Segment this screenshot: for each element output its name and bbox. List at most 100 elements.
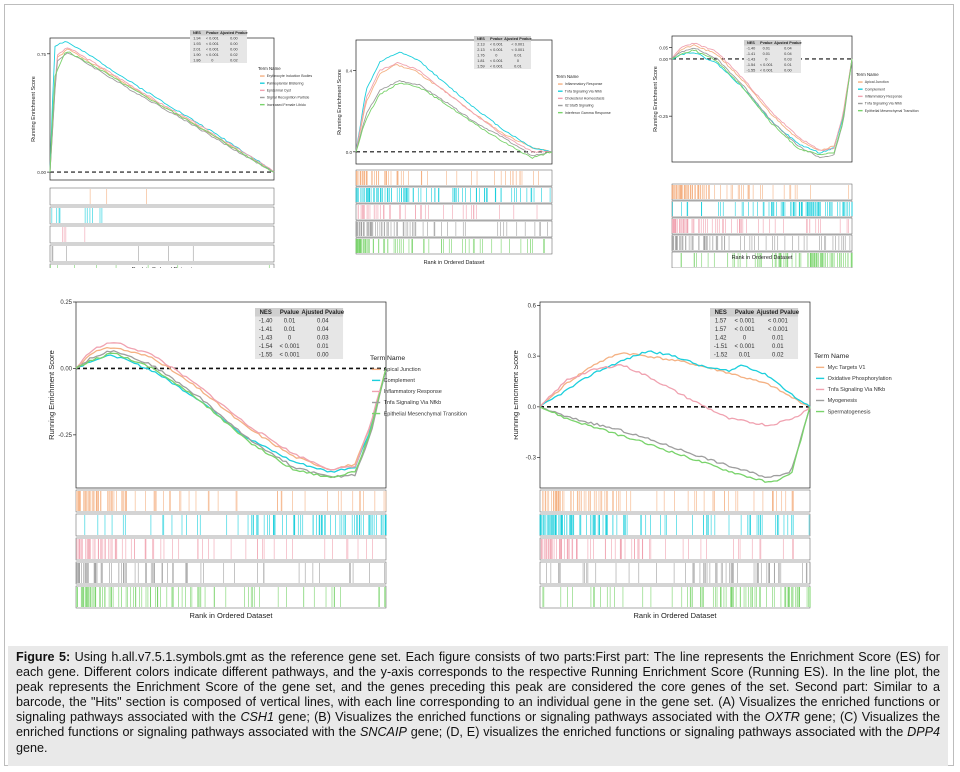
- stats-table-header: Pvalue: [490, 37, 502, 41]
- hits-strip: [671, 200, 853, 218]
- legend-title: Term Name: [856, 72, 879, 77]
- stats-table-header: Ajusted Pvalue: [774, 41, 802, 45]
- stats-table-cell: < 0.001: [280, 344, 301, 350]
- hits-strip: [355, 237, 553, 255]
- stats-table-cell: 0.00: [230, 47, 237, 51]
- y-tick-label: -0.25: [58, 433, 72, 439]
- stats-table-header: Pvalue: [206, 31, 218, 35]
- gsea-panel-b: 0.0 0.4 Running Enrichment Score NES Pvalue A…: [334, 34, 634, 268]
- stats-table-header-bg: [474, 36, 531, 42]
- caption-gene-c: SNCAIP: [359, 725, 407, 740]
- hits-strip: [49, 225, 275, 244]
- stats-table-cell: 0.01: [772, 344, 784, 350]
- y-axis-label: Running Enrichment Score: [31, 76, 37, 142]
- stats-table-cell: < 0.001: [760, 63, 773, 67]
- stats-table-cell: 0: [517, 59, 519, 63]
- stats-table-cell: -1.43: [747, 57, 756, 61]
- gsea-panel-d: 0.25 0.00 -0.25 Running Enrichment Score NES…: [30, 296, 490, 626]
- stats-table-cell: 0.02: [230, 53, 237, 57]
- stats-table-cell: -1.52: [714, 353, 728, 359]
- stats-table-cell: < 0.001: [511, 42, 524, 46]
- stats-table-cell: < 0.001: [490, 64, 503, 68]
- legend-label: Apical Junction: [384, 367, 421, 373]
- stats-table-cell: < 0.001: [735, 327, 756, 333]
- caption-text-2: gene; (B) Visualizes the enriched functi…: [274, 710, 765, 725]
- stats-table-header: Ajusted Pvalue: [220, 31, 248, 35]
- series-line: [49, 52, 275, 173]
- legend-title: Term Name: [814, 353, 849, 360]
- legend-label: Tnfa Signaling Via Nfkb: [828, 387, 886, 393]
- series-line: [671, 49, 853, 156]
- stats-table-cell: 0.01: [284, 319, 296, 325]
- x-axis-label: Rank in Ordered Dataset: [424, 260, 485, 266]
- caption-text-5: gene.: [16, 740, 48, 755]
- legend-title: Term Name: [556, 74, 579, 79]
- stats-table-cell: 0.01: [784, 63, 791, 67]
- legend-label: Myogenesis: [828, 398, 858, 404]
- hits-strip: [355, 203, 553, 221]
- legend-label: Interferon Gamma Response: [565, 111, 611, 115]
- stats-table-header: NES: [747, 41, 755, 45]
- hits-strip: [539, 585, 811, 609]
- stats-table-cell: -1.51: [714, 344, 728, 350]
- stats-table-header: Ajusted Pvalue: [757, 310, 800, 316]
- stats-table-cell: 0.01: [514, 64, 521, 68]
- stats-table-cell: 1.93: [193, 42, 200, 46]
- stats-table-cell: 0: [211, 58, 213, 62]
- y-tick-label: 0.0: [528, 405, 537, 411]
- y-tick-label: 0.0: [346, 150, 353, 155]
- legend-label: Palmoplantar Blistering: [267, 81, 304, 85]
- caption-text-1: Using h.all.v7.5.1.symbols.gmt as the re…: [16, 650, 940, 725]
- legend-label: Inflammatory Response: [384, 389, 442, 395]
- stats-table-cell: 1.86: [193, 58, 200, 62]
- y-tick-label: 0.00: [37, 170, 46, 175]
- stats-table-cell: 0.00: [784, 68, 791, 72]
- stats-table-cell: 0: [765, 57, 767, 61]
- series-line: [539, 350, 811, 408]
- stats-table-cell: -1.54: [747, 63, 757, 67]
- series-line: [75, 352, 387, 479]
- y-tick-label: -0.25: [658, 114, 669, 119]
- stats-table-cell: 0.01: [763, 46, 770, 50]
- y-tick-label: 0.3: [528, 354, 537, 360]
- caption-gene-de: DPP4: [907, 725, 940, 740]
- legend-label: Tnfa Signaling Via Nfkb: [384, 400, 442, 406]
- series-line: [671, 42, 853, 151]
- legend-label: Erythrocyte Induction Bodies: [267, 74, 313, 78]
- stats-table-cell: 2.13: [477, 48, 484, 52]
- series-line: [539, 364, 811, 427]
- legend-label: Tnfa Signaling Via Nfkb: [865, 102, 902, 106]
- series-line: [355, 80, 553, 157]
- legend-label: Complement: [384, 378, 416, 384]
- stats-table-cell: < 0.001: [490, 48, 503, 52]
- gsea-chart-e: 0.6 0.3 0.0 -0.3 Running Enrichment Score NES…: [514, 301, 892, 620]
- stats-table-cell: 0.01: [284, 327, 296, 333]
- x-axis-label: Rank in Ordered Dataset: [132, 267, 193, 268]
- stats-table-cell: 0: [743, 336, 747, 342]
- series-line: [49, 41, 275, 173]
- legend-label: Oxidative Phosphorylation: [828, 376, 892, 382]
- stats-table-cell: 0.02: [230, 58, 237, 62]
- y-axis-label: Running Enrichment Score: [337, 69, 343, 135]
- hits-strip: [49, 263, 275, 268]
- series-line: [49, 51, 275, 173]
- stats-table-cell: 0.01: [739, 353, 751, 359]
- stats-table-cell: 2.13: [477, 42, 484, 46]
- y-tick-label: 0.6: [528, 303, 537, 309]
- series-line: [539, 352, 811, 408]
- stats-table-cell: < 0.001: [206, 42, 219, 46]
- legend-title: Term Name: [258, 66, 281, 71]
- series-line: [75, 342, 387, 471]
- stats-table-cell: < 0.001: [206, 36, 219, 40]
- hits-strip: [49, 206, 275, 225]
- stats-table-header: Ajusted Pvalue: [504, 37, 532, 41]
- x-axis-label: Rank in Ordered Dataset: [634, 611, 718, 620]
- stats-table-header: NES: [260, 310, 272, 316]
- y-tick-label: 0.00: [60, 366, 72, 372]
- legend-label: Apical Junction: [865, 80, 889, 84]
- stats-table-cell: 0: [288, 336, 292, 342]
- hits-strip: [75, 561, 387, 585]
- stats-table-header-bg: [710, 308, 799, 317]
- stats-table-cell: < 0.001: [280, 353, 301, 359]
